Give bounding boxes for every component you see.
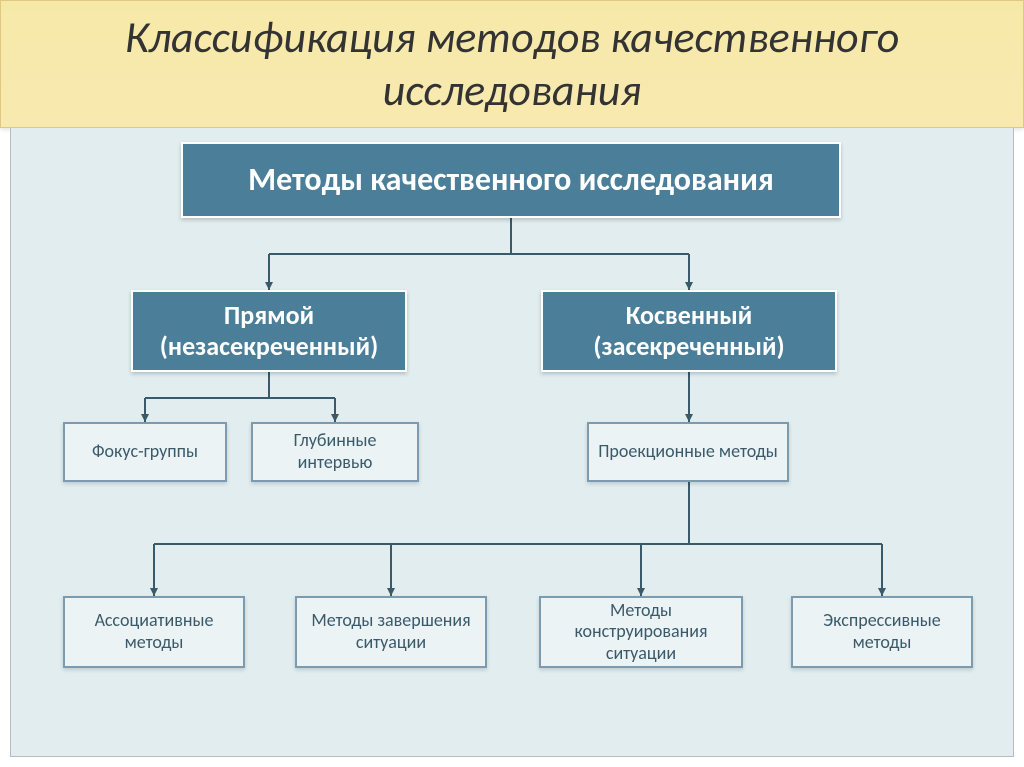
slide-title-bar: Классификация методов качественного иссл… xyxy=(0,0,1024,128)
level4-box-2: Методы конструирования ситуации xyxy=(539,596,743,668)
level2-box-1: Косвенный (засекреченный) xyxy=(541,290,837,372)
slide-title: Классификация методов качественного иссл… xyxy=(1,11,1023,117)
root-box: Методы качественного исследования xyxy=(181,142,841,218)
level3-right-box-0: Проекционные методы xyxy=(587,422,789,482)
level2-box-0: Прямой (незасекреченный) xyxy=(131,290,407,372)
level4-box-1: Методы завершения ситуации xyxy=(295,596,487,668)
diagram-area: Методы качественного исследования Прямой … xyxy=(10,128,1014,757)
level3-left-box-0: Фокус-группы xyxy=(63,422,227,482)
level4-box-3: Экспрессивные методы xyxy=(791,596,973,668)
level4-box-0: Ассоциативные методы xyxy=(63,596,245,668)
level3-left-box-1: Глубинные интервью xyxy=(251,422,419,482)
